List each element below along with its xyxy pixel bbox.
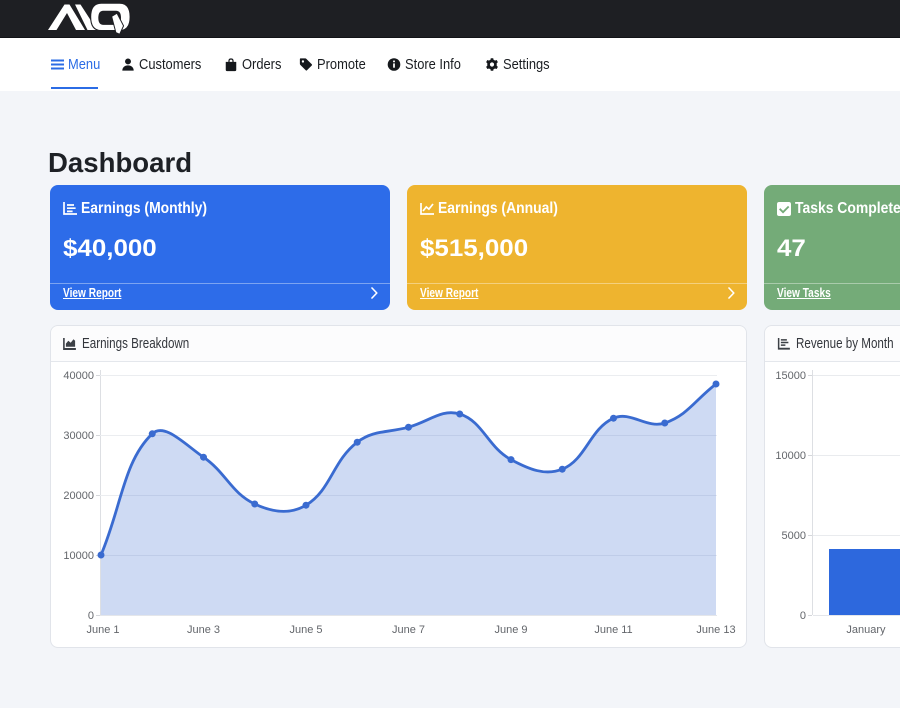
svg-text:10000: 10000	[63, 550, 94, 562]
svg-text:5000: 5000	[782, 530, 806, 542]
svg-text:June 13: June 13	[696, 624, 735, 636]
svg-text:June 11: June 11	[594, 624, 632, 636]
svg-text:15000: 15000	[775, 370, 806, 382]
svg-text:30000: 30000	[63, 430, 94, 442]
svg-text:10000: 10000	[775, 450, 806, 462]
svg-text:20000: 20000	[63, 490, 94, 502]
svg-text:0: 0	[800, 610, 806, 622]
svg-text:June 5: June 5	[289, 624, 322, 636]
svg-text:June 7: June 7	[392, 624, 425, 636]
svg-text:June 1: June 1	[86, 624, 119, 636]
svg-text:January: January	[846, 624, 886, 636]
svg-text:0: 0	[88, 610, 94, 622]
svg-text:40000: 40000	[63, 370, 94, 382]
svg-text:June 3: June 3	[187, 624, 220, 636]
svg-text:June 9: June 9	[494, 624, 527, 636]
